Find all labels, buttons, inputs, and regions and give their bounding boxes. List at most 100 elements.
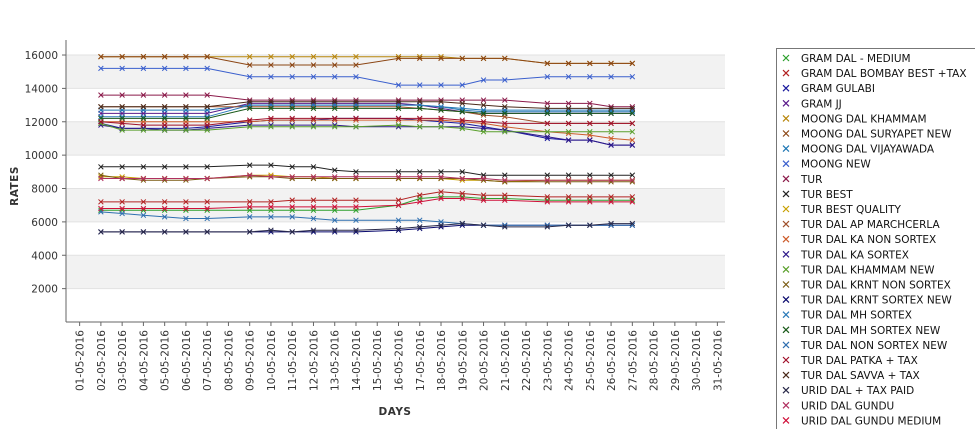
data-point — [353, 227, 359, 233]
series-line — [100, 106, 633, 124]
data-point — [310, 174, 317, 180]
y-tick-label: 4000 — [31, 250, 58, 262]
y-tick-label: 12000 — [25, 117, 58, 129]
data-point — [161, 103, 168, 110]
data-point — [140, 212, 147, 218]
data-point — [98, 65, 104, 72]
data-point — [140, 175, 147, 182]
data-point — [268, 73, 274, 80]
data-point — [438, 189, 444, 195]
legend-marker — [782, 160, 790, 168]
data-point — [459, 190, 466, 197]
data-point — [353, 204, 359, 210]
legend-label: URID DAL GUNDU — [801, 400, 894, 412]
data-point — [565, 110, 572, 117]
data-point — [204, 103, 210, 110]
data-point — [268, 53, 274, 60]
data-point — [608, 220, 614, 227]
data-point — [353, 124, 359, 130]
data-point — [140, 92, 147, 98]
data-point — [480, 119, 487, 125]
data-point — [183, 229, 189, 235]
legend-marker — [782, 326, 790, 334]
series — [98, 120, 636, 135]
data-point — [565, 194, 572, 200]
data-point — [544, 134, 551, 140]
data-point — [608, 110, 614, 117]
data-point — [480, 129, 487, 135]
x-tick-label: 27-05-2016 — [627, 330, 639, 391]
data-point — [565, 177, 572, 183]
series — [98, 220, 636, 235]
data-point — [98, 175, 104, 182]
x-tick-label: 13-05-2016 — [330, 330, 342, 391]
data-point — [119, 210, 125, 217]
data-point — [204, 164, 210, 170]
data-point — [480, 175, 487, 182]
data-point — [119, 115, 125, 122]
data-point — [204, 65, 210, 72]
legend-marker — [782, 99, 790, 107]
legend-label: GRAM DAL BOMBAY BEST +TAX — [801, 68, 967, 80]
legend-marker — [782, 356, 790, 364]
data-point — [331, 62, 338, 68]
data-point — [544, 73, 551, 80]
legend-label: URID DAL + TAX PAID — [801, 385, 914, 397]
data-point — [608, 199, 614, 205]
legend-marker — [782, 311, 790, 319]
data-point — [204, 53, 210, 60]
data-point — [565, 199, 572, 205]
series — [98, 102, 636, 120]
legend-label: TUR DAL NON SORTEX NEW — [800, 340, 948, 352]
data-point — [417, 105, 423, 112]
data-point — [310, 204, 317, 210]
data-point — [544, 194, 551, 200]
data-point — [629, 194, 636, 200]
data-point — [310, 164, 317, 170]
legend-label: TUR BEST QUALITY — [800, 204, 901, 216]
data-point — [331, 115, 338, 122]
data-point — [289, 229, 295, 235]
data-point — [353, 98, 359, 105]
data-point — [565, 137, 572, 143]
data-point — [480, 197, 487, 203]
x-tick-label: 12-05-2016 — [308, 330, 320, 391]
legend-label: TUR DAL PATKA + TAX — [800, 355, 918, 367]
legend-label: MOONG DAL SURYAPET NEW — [801, 129, 952, 141]
data-point — [353, 53, 359, 60]
data-point — [246, 214, 253, 220]
data-point — [268, 62, 274, 68]
x-tick-label: 23-05-2016 — [542, 330, 554, 391]
data-point — [587, 137, 593, 143]
data-point — [161, 205, 168, 212]
legend-marker — [782, 114, 790, 122]
data-point — [98, 119, 104, 125]
data-point — [119, 120, 125, 127]
data-point — [395, 115, 402, 122]
data-point — [417, 82, 423, 88]
data-point — [395, 105, 402, 112]
data-point — [480, 222, 487, 228]
data-point — [480, 55, 487, 62]
data-point — [246, 172, 253, 178]
data-point — [608, 73, 614, 80]
data-point — [459, 175, 466, 182]
data-point — [438, 115, 444, 122]
data-point — [587, 222, 593, 228]
data-point — [183, 205, 189, 212]
data-point — [587, 199, 593, 205]
data-point — [331, 53, 338, 60]
data-point — [629, 172, 636, 178]
data-point — [629, 129, 636, 135]
data-point — [544, 110, 551, 117]
data-point — [310, 227, 317, 233]
data-point — [331, 197, 338, 203]
data-point — [502, 110, 508, 117]
data-point — [119, 164, 125, 170]
data-point — [587, 73, 593, 80]
data-point — [480, 102, 487, 108]
data-point — [119, 65, 125, 72]
data-point — [289, 124, 295, 130]
data-point — [438, 107, 444, 113]
data-point — [459, 220, 466, 227]
